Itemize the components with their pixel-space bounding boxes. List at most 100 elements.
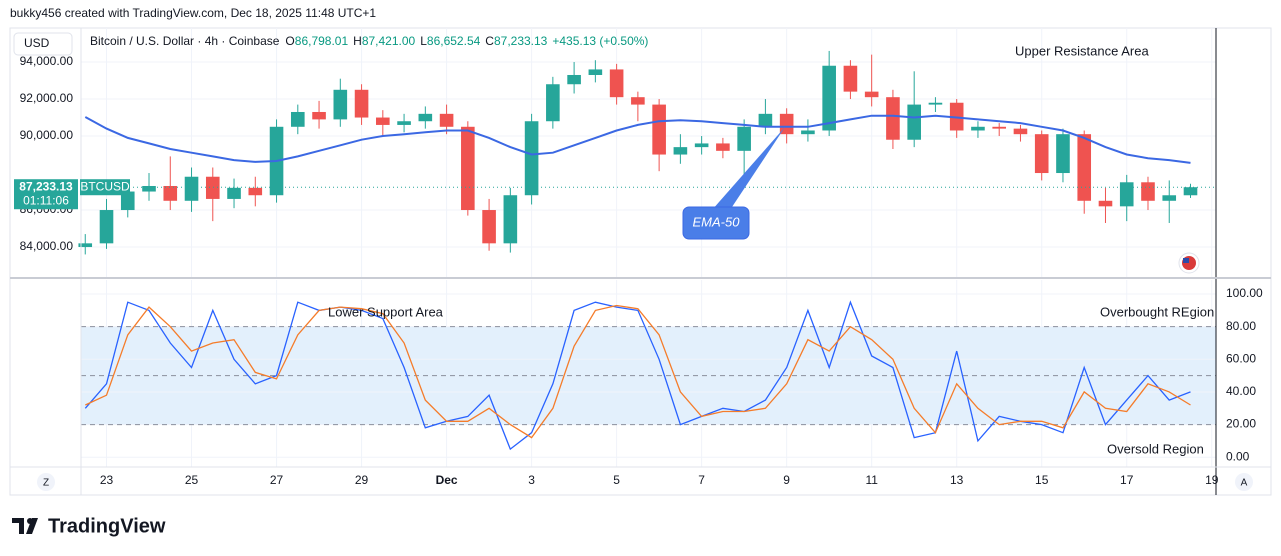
candle-body <box>716 143 730 151</box>
candle-body <box>907 104 921 140</box>
y-tick-label: 0.00 <box>1226 449 1250 463</box>
auto-button[interactable] <box>1235 473 1253 491</box>
change: +435.13 (+0.50%) <box>552 34 648 48</box>
candle-body <box>886 97 900 140</box>
y-tick-label: 84,000.00 <box>20 239 74 253</box>
candle-body <box>801 130 815 135</box>
callout-pointer <box>712 127 785 210</box>
candle-body <box>482 210 496 244</box>
currency-button[interactable] <box>13 32 73 56</box>
candle-body <box>439 113 454 127</box>
marks-layer <box>78 50 1216 451</box>
x-tick-label: 27 <box>270 473 284 487</box>
legend: Bitcoin / U.S. Dollar · 4h · Coinbase O86… <box>90 34 648 48</box>
symbol-tag <box>80 179 130 196</box>
grid-layer <box>81 28 1216 467</box>
candle-body <box>524 121 539 196</box>
candle-body <box>163 185 178 201</box>
candle-body <box>248 187 263 196</box>
candle-body <box>184 176 199 201</box>
candle-body <box>1162 195 1177 201</box>
ohlc-label: H <box>353 34 362 48</box>
oscillator-line <box>85 304 1191 439</box>
candle-body <box>588 69 603 75</box>
ohlc-value: 86,798.01 <box>295 34 349 48</box>
ohlc-value: 87,421.00 <box>362 34 416 48</box>
x-tick-label: 3 <box>528 473 535 487</box>
brand-logo-dot <box>27 518 33 524</box>
x-tick-label: 15 <box>1035 473 1049 487</box>
y-tick-label: 90,000.00 <box>20 128 74 142</box>
countdown: 01:11:06 <box>23 193 69 207</box>
ohlc-value: 87,233.13 <box>494 34 548 48</box>
candle-body <box>376 117 390 125</box>
header: bukky456 created with TradingView.com, D… <box>10 6 376 20</box>
candle-body <box>142 185 156 192</box>
candle-body <box>503 195 518 244</box>
annotation: Overbought REgion <box>1100 304 1214 319</box>
price-tag <box>14 179 78 210</box>
annotation: Lower Support Area <box>328 304 444 319</box>
x-tick-label: 11 <box>865 473 878 487</box>
candle-body <box>1013 128 1028 135</box>
candle-body <box>694 143 709 148</box>
y-tick-label: 20.00 <box>1226 417 1256 431</box>
x-tick-label: 13 <box>950 473 964 487</box>
candle-body <box>120 191 135 211</box>
symbol-tag-label: BTCUSD <box>80 179 130 193</box>
candle-body <box>290 111 305 127</box>
candle-body <box>461 126 475 211</box>
candle-body <box>631 97 645 105</box>
candle-body <box>928 102 943 105</box>
candle-body <box>333 89 348 120</box>
candle-body <box>1034 134 1049 174</box>
candle-body <box>354 89 369 118</box>
frame <box>9 27 1272 496</box>
currency[interactable]: USD <box>24 36 50 50</box>
oscillator-line <box>84 300 1191 451</box>
y-tick-label: 60.00 <box>1226 351 1256 365</box>
candle-body <box>99 210 114 244</box>
x-tick-label: Dec <box>436 473 458 487</box>
candle-body <box>971 126 985 131</box>
auto-button-label[interactable]: A <box>1241 478 1248 489</box>
zoom-button[interactable] <box>37 473 55 491</box>
candle-body <box>205 176 220 199</box>
y-tick-label: 92,000.00 <box>20 91 74 105</box>
callout-box <box>682 206 750 240</box>
ema-line <box>84 114 1191 164</box>
candle-body <box>864 91 879 98</box>
x-tick-label: 25 <box>185 473 199 487</box>
brand: TradingView <box>48 515 166 537</box>
candle-body <box>609 69 624 98</box>
foreground-layer: 84,000.0086,000.0090,000.0092,000.0094,0… <box>14 54 1263 487</box>
x-tick-label: 17 <box>1120 473 1134 487</box>
y-tick-label: 100.00 <box>1226 286 1263 300</box>
candle-body <box>1098 200 1113 207</box>
candle-body <box>652 104 666 155</box>
candle-body <box>312 111 326 120</box>
candle-body <box>673 147 688 155</box>
candle-body <box>1119 182 1134 207</box>
candle-body <box>546 84 560 122</box>
price-tag-label: 87,233.13 <box>19 179 73 193</box>
candle-body <box>1056 134 1070 174</box>
ohlc-label: O <box>285 34 294 48</box>
x-tick-label: 7 <box>698 473 705 487</box>
ohlc-value: 86,652.54 <box>427 34 481 48</box>
candle-body <box>737 126 751 151</box>
x-tick-label: 19 <box>1205 473 1219 487</box>
x-tick-label: 5 <box>613 473 620 487</box>
y-tick-label: 94,000.00 <box>20 54 74 68</box>
candle-body <box>1141 182 1155 201</box>
candle-body <box>992 126 1007 129</box>
candle-body <box>567 74 581 85</box>
candle-body <box>418 113 433 122</box>
symbol-title: Bitcoin / U.S. Dollar · 4h · Coinbase <box>90 34 280 48</box>
annotation: Oversold Region <box>1107 441 1204 456</box>
zoom-button-label[interactable]: Z <box>43 478 49 489</box>
candle-body <box>1183 187 1198 196</box>
candle-body <box>1077 134 1092 201</box>
